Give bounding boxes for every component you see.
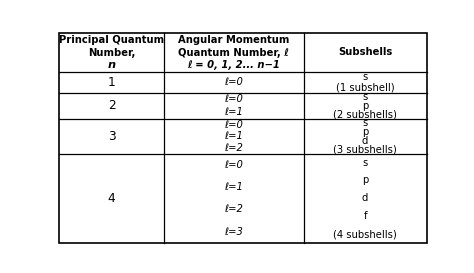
Text: p: p [362, 176, 368, 185]
Text: s: s [363, 92, 368, 102]
Text: d: d [362, 193, 368, 203]
Text: d: d [362, 136, 368, 146]
Text: p: p [362, 127, 368, 137]
Text: ℓ=3: ℓ=3 [224, 227, 243, 237]
Text: (4 subshells): (4 subshells) [333, 229, 397, 239]
Text: Subshells: Subshells [338, 47, 392, 57]
Text: Angular Momentum
Quantum Number, ℓ: Angular Momentum Quantum Number, ℓ [178, 35, 290, 58]
Text: 2: 2 [108, 99, 116, 112]
Text: ℓ = 0, 1, 2... n−1: ℓ = 0, 1, 2... n−1 [187, 60, 280, 70]
Text: (1 subshell): (1 subshell) [336, 82, 394, 93]
Text: n: n [108, 60, 116, 70]
Text: 4: 4 [108, 192, 116, 205]
Text: ℓ=2: ℓ=2 [224, 204, 243, 215]
Text: ℓ=1: ℓ=1 [224, 107, 243, 117]
Text: ℓ=1: ℓ=1 [224, 182, 243, 192]
Text: s: s [363, 72, 368, 82]
Text: 3: 3 [108, 130, 116, 143]
Text: ℓ=0: ℓ=0 [224, 77, 243, 87]
Text: Principal Quantum
Number,: Principal Quantum Number, [59, 35, 164, 58]
Text: ℓ=0: ℓ=0 [224, 120, 243, 130]
Text: p: p [362, 101, 368, 111]
Text: (2 subshells): (2 subshells) [333, 109, 397, 120]
Text: 1: 1 [108, 76, 116, 89]
Text: ℓ=0: ℓ=0 [224, 94, 243, 104]
Text: (3 subshells): (3 subshells) [333, 144, 397, 154]
Text: s: s [363, 158, 368, 168]
Text: ℓ=2: ℓ=2 [224, 143, 243, 153]
Text: ℓ=0: ℓ=0 [224, 160, 243, 170]
Text: f: f [363, 211, 367, 221]
Text: s: s [363, 118, 368, 128]
Text: ℓ=1: ℓ=1 [224, 131, 243, 141]
